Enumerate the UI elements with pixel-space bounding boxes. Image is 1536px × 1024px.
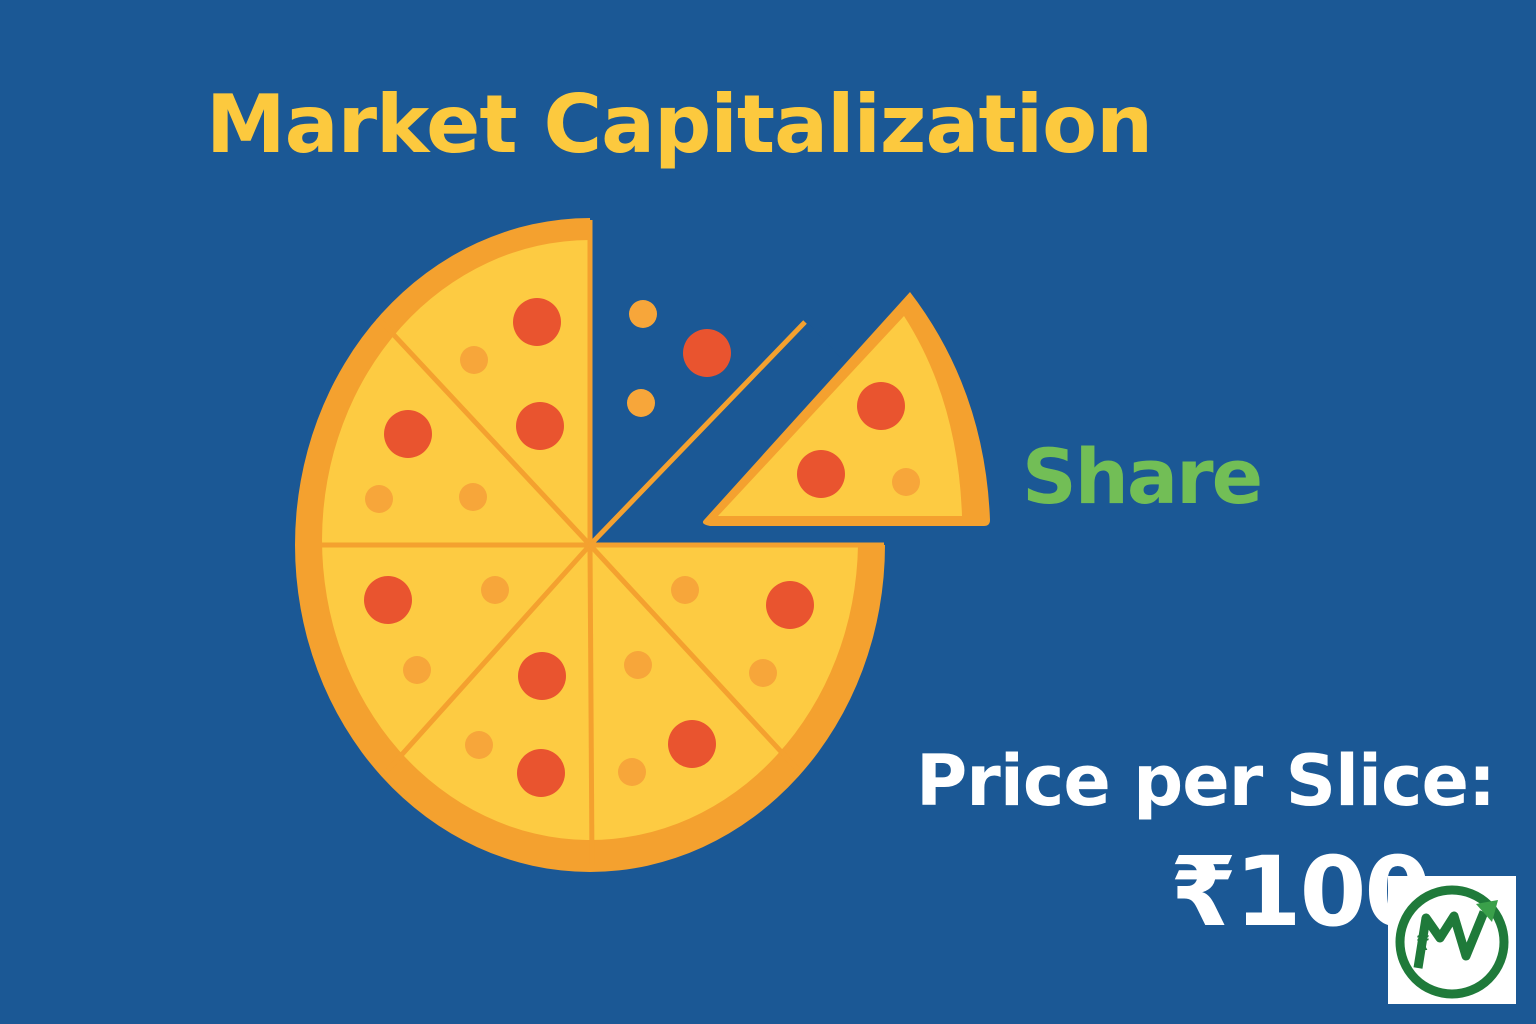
- slice-cuts: [296, 220, 884, 867]
- share-label: Share: [1022, 432, 1263, 521]
- price-per-slice-value: ₹100: [1170, 836, 1431, 948]
- slice-cheese: [718, 316, 962, 516]
- pizza-icon: [295, 218, 900, 872]
- brand-logo: ₹: [1388, 876, 1516, 1004]
- price-per-slice-label: Price per Slice:: [916, 740, 1496, 822]
- pizza-slice-icon: [702, 292, 990, 526]
- pepperoni-toppings: [364, 298, 814, 797]
- brand-logo-icon: ₹: [1395, 885, 1509, 999]
- cheese-toppings: [365, 300, 777, 786]
- svg-text:₹: ₹: [1416, 931, 1430, 955]
- page-title: Market Capitalization: [206, 78, 1153, 171]
